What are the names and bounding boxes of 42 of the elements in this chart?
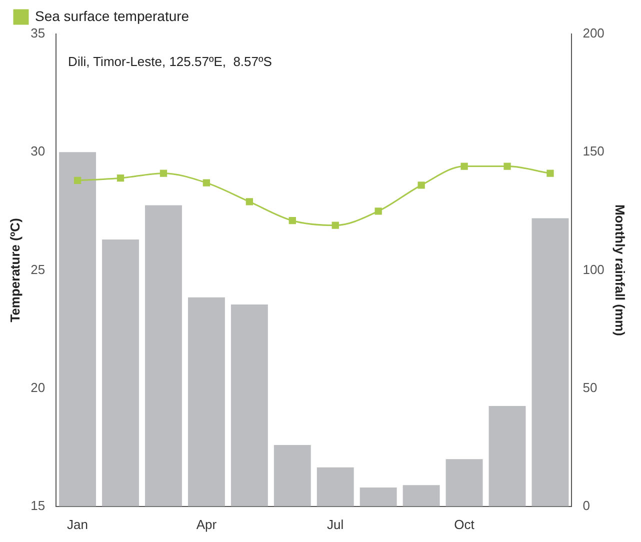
y2-tick-label: 200 (582, 26, 604, 41)
y2-tick-label: 0 (582, 498, 590, 513)
bar (488, 406, 526, 506)
bar (59, 152, 96, 506)
legend-label: Sea surface temperature (35, 8, 190, 24)
point (288, 217, 296, 224)
point (374, 208, 382, 215)
point (546, 170, 554, 177)
y-axis-title: Temperature (ºC) (7, 218, 22, 322)
bar (274, 444, 311, 506)
bar (446, 459, 483, 506)
y-tick-label: 25 (30, 262, 46, 277)
y2-tick-label: 50 (582, 380, 598, 395)
bar (360, 488, 397, 506)
y-tick-label: 35 (30, 26, 46, 41)
point (504, 162, 511, 170)
bar (145, 205, 182, 506)
y2-tick-label: 150 (582, 144, 604, 159)
point (160, 170, 168, 177)
bar (532, 218, 569, 506)
bar (102, 239, 139, 506)
point (74, 176, 82, 184)
x-tick-label: Oct (454, 516, 475, 532)
x-tick-label: Jul (327, 516, 344, 532)
bar (316, 467, 354, 506)
point (418, 182, 425, 189)
y2-tick-label: 100 (582, 262, 604, 277)
bar (402, 485, 440, 506)
y2-axis-title: Monthly rainfall (mm) (612, 204, 628, 336)
point (116, 174, 124, 182)
x-tick-label: Apr (196, 516, 218, 532)
point (246, 198, 254, 206)
bar (188, 297, 225, 506)
y-tick-label: 15 (30, 498, 46, 513)
y-tick-label: 20 (30, 380, 46, 395)
point (332, 222, 339, 229)
y-tick-label: 30 (30, 144, 46, 159)
x-tick-label: Jan (67, 516, 88, 532)
annotation: Dili, Timor-Leste, 125.57ºE, 8.57ºS (68, 54, 272, 70)
point (460, 162, 468, 170)
bar (230, 304, 268, 506)
point (202, 179, 210, 186)
